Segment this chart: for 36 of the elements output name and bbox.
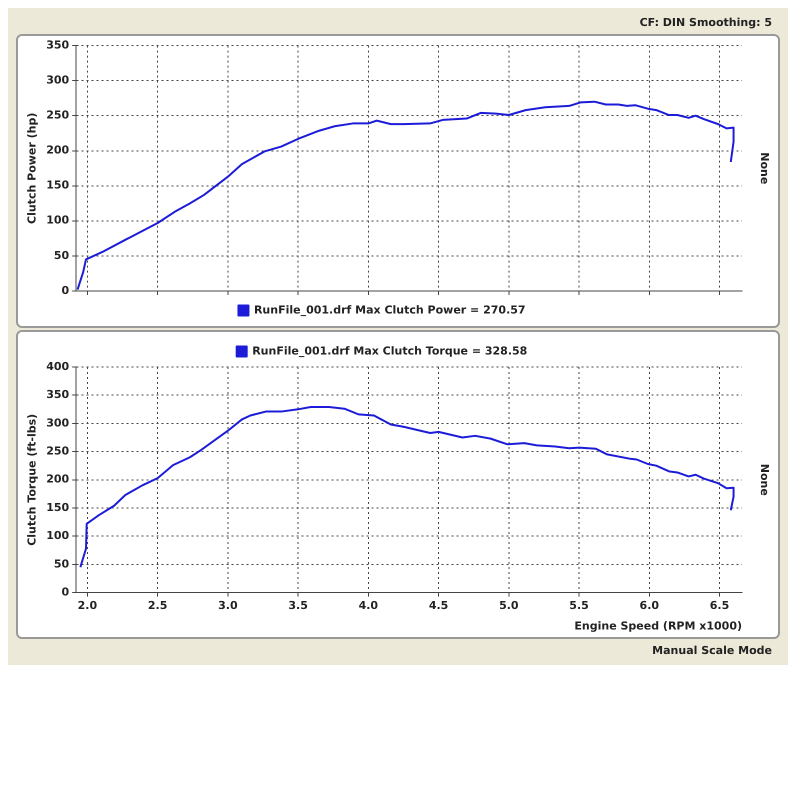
y-tick-label: 300 bbox=[46, 74, 70, 87]
y-tick-label: 250 bbox=[46, 108, 70, 122]
x-axis-title: Engine Speed (RPM x1000) bbox=[574, 619, 742, 632]
y2-axis-title: None bbox=[758, 464, 772, 496]
y-axis-title: Clutch Power (hp) bbox=[25, 112, 38, 224]
x-tick-label: 3.0 bbox=[218, 599, 238, 612]
y-tick-label: 150 bbox=[46, 178, 70, 192]
y-tick-label: 200 bbox=[46, 144, 70, 157]
x-tick-label: 2.5 bbox=[148, 599, 168, 612]
y-tick-label: 150 bbox=[46, 500, 70, 514]
y-tick-label: 0 bbox=[62, 585, 70, 598]
x-tick-label: 4.5 bbox=[428, 599, 448, 612]
y-tick-label: 100 bbox=[46, 214, 70, 227]
y2-axis-title: None bbox=[758, 152, 772, 184]
x-tick-label: 5.0 bbox=[499, 599, 519, 612]
y-tick-label: 50 bbox=[54, 248, 70, 262]
x-tick-label: 2.0 bbox=[78, 599, 98, 612]
legend-label: RunFile_001.drf Max Clutch Power = 270.57 bbox=[254, 303, 526, 316]
text: CF: DIN Smoothing: 5 bbox=[640, 16, 772, 29]
y-tick-label: 350 bbox=[46, 38, 70, 52]
y-tick-label: 400 bbox=[46, 360, 70, 373]
y-tick-label: 350 bbox=[46, 388, 70, 402]
y-tick-label: 300 bbox=[46, 416, 70, 430]
y-tick-label: 0 bbox=[62, 284, 70, 297]
x-tick-label: 6.5 bbox=[710, 599, 730, 612]
y-tick-label: 250 bbox=[46, 444, 70, 458]
y-axis-title: Clutch Torque (ft-lbs) bbox=[25, 414, 38, 546]
legend-label: RunFile_001.drf Max Clutch Torque = 328.58 bbox=[252, 344, 528, 358]
text: Manual Scale Mode bbox=[652, 644, 772, 657]
x-tick-label: 4.0 bbox=[358, 599, 378, 612]
x-tick-label: 6.0 bbox=[640, 599, 660, 612]
y-tick-label: 100 bbox=[46, 529, 70, 542]
y-tick-label: 50 bbox=[54, 557, 70, 570]
y-tick-label: 200 bbox=[46, 472, 70, 486]
x-tick-label: 5.5 bbox=[569, 599, 589, 612]
x-tick-label: 3.5 bbox=[288, 599, 308, 612]
